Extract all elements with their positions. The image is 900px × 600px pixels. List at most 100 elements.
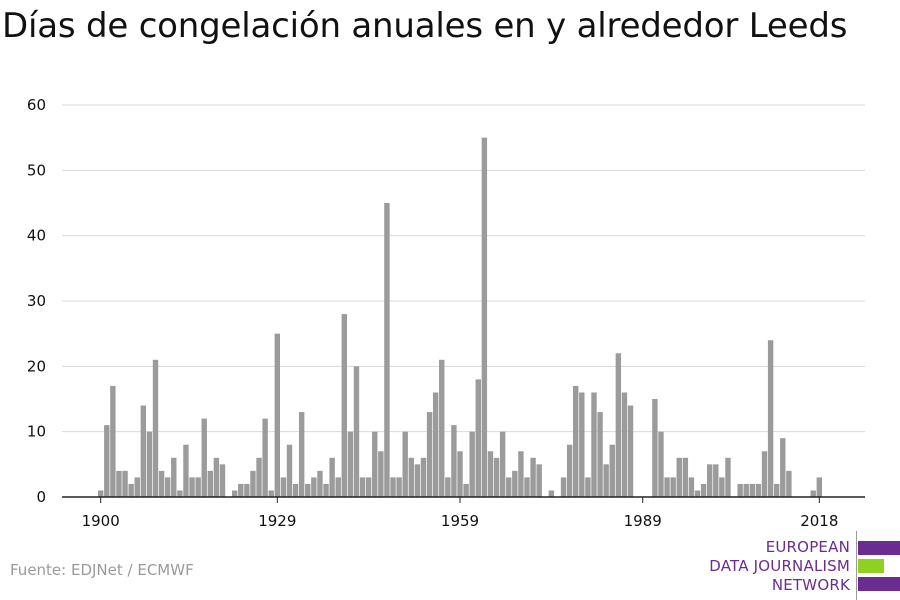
bar — [286, 444, 293, 497]
logo-bar-purple-bottom — [858, 577, 900, 591]
x-tick-label: 2018 — [800, 512, 838, 530]
chart-title: Días de congelación anuales en y alreded… — [2, 6, 848, 46]
logo-divider — [856, 531, 857, 600]
bar — [305, 483, 311, 497]
bar — [773, 483, 780, 497]
bar — [609, 444, 615, 497]
bar — [384, 203, 390, 497]
bar — [700, 483, 707, 497]
bar — [761, 451, 768, 497]
bar — [207, 470, 214, 497]
bar — [104, 425, 110, 497]
bar — [487, 451, 494, 497]
bar — [493, 457, 500, 497]
bar — [171, 457, 177, 497]
bar — [481, 137, 488, 497]
bar — [244, 483, 250, 497]
bar — [353, 366, 360, 497]
bar — [420, 457, 427, 497]
bar — [146, 431, 153, 497]
y-axis-labels: 0 10 20 30 40 50 60 — [27, 96, 46, 506]
bar — [512, 470, 518, 497]
bar — [250, 470, 256, 497]
bar — [372, 431, 378, 497]
bar — [810, 490, 816, 497]
bar — [152, 359, 159, 497]
bar — [719, 477, 725, 497]
bar — [560, 477, 567, 497]
bar — [585, 477, 591, 497]
bar — [566, 444, 573, 497]
bar — [780, 438, 786, 497]
bar — [749, 483, 756, 497]
bar — [439, 359, 445, 497]
bar — [292, 483, 299, 497]
bar — [475, 379, 481, 497]
bar — [530, 457, 536, 497]
bar — [158, 470, 165, 497]
bar — [396, 477, 402, 497]
bar — [128, 483, 134, 497]
bar — [707, 464, 713, 497]
source-note: Fuente: EDJNet / ECMWF — [10, 561, 194, 579]
bar — [134, 477, 140, 497]
bar — [591, 392, 597, 497]
bar — [262, 418, 268, 497]
bar — [432, 392, 439, 497]
bar — [524, 477, 530, 497]
bar — [274, 333, 281, 497]
bar — [323, 483, 329, 497]
bar — [615, 353, 622, 497]
y-tick-label: 20 — [27, 357, 46, 375]
bar — [682, 457, 689, 497]
bar — [140, 405, 147, 497]
bar — [317, 470, 323, 497]
y-tick-label: 50 — [27, 161, 46, 179]
bar — [189, 477, 195, 497]
bar — [164, 477, 171, 497]
bar — [548, 490, 555, 497]
bar — [463, 483, 469, 497]
bar — [116, 470, 122, 497]
bar — [390, 477, 396, 497]
x-axis-labels: 1900 1929 1959 1989 2018 — [82, 497, 838, 530]
y-tick-label: 10 — [27, 423, 46, 441]
bar — [786, 470, 792, 497]
bar — [231, 490, 238, 497]
bar — [713, 464, 719, 497]
x-tick-label: 1959 — [441, 512, 479, 530]
x-tick-label: 1989 — [624, 512, 662, 530]
bar — [579, 392, 585, 497]
y-tick-label: 30 — [27, 292, 46, 310]
bar — [378, 451, 384, 497]
bar — [238, 483, 244, 497]
bar — [670, 477, 676, 497]
x-tick-label: 1929 — [258, 512, 296, 530]
bar — [676, 457, 682, 497]
bar — [426, 412, 433, 497]
bar — [737, 483, 743, 497]
bar — [694, 490, 701, 497]
logo-line-european: EUROPEAN — [765, 538, 850, 556]
bar — [536, 464, 542, 497]
x-tick-label: 1900 — [82, 512, 120, 530]
bar — [603, 464, 609, 497]
bar — [268, 490, 274, 497]
bar — [414, 464, 421, 497]
bar — [445, 477, 451, 497]
bar — [213, 457, 220, 497]
bars — [98, 137, 823, 497]
bar — [688, 477, 695, 497]
bar — [402, 431, 408, 497]
bar — [365, 477, 372, 497]
bar — [767, 340, 774, 497]
bar — [110, 385, 116, 497]
bar — [201, 418, 207, 497]
bar — [664, 477, 670, 497]
bar — [359, 477, 366, 497]
bar — [621, 392, 628, 497]
logo-line-data-journalism: DATA JOURNALISM — [709, 557, 850, 575]
logo-line-network: NETWORK — [771, 576, 850, 594]
edjnet-logo: EUROPEAN DATA JOURNALISM NETWORK — [706, 531, 900, 600]
bar — [341, 314, 347, 497]
